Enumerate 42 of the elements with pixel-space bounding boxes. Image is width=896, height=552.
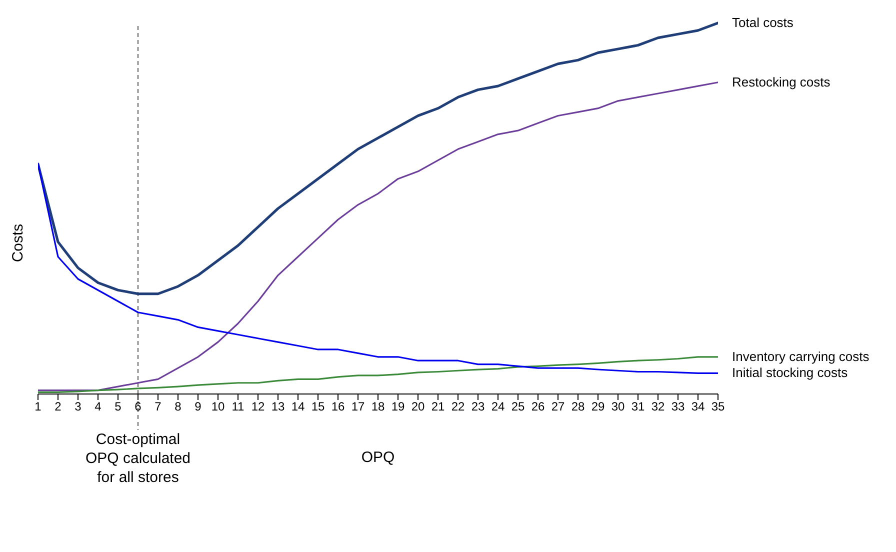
x-tick-label: 9 — [194, 400, 202, 414]
x-tick-label: 18 — [371, 400, 385, 414]
x-tick-label: 33 — [671, 400, 685, 414]
x-tick-label: 24 — [491, 400, 505, 414]
x-tick-label: 2 — [54, 400, 62, 414]
x-tick-label: 1 — [34, 400, 42, 414]
x-tick-label: 34 — [691, 400, 705, 414]
x-tick-label: 15 — [311, 400, 325, 414]
x-tick-label: 17 — [351, 400, 365, 414]
x-tick-label: 16 — [331, 400, 345, 414]
x-tick-label: 27 — [551, 400, 565, 414]
x-tick-label: 30 — [611, 400, 625, 414]
series-label: Initial stocking costs — [732, 365, 848, 380]
x-tick-label: 7 — [154, 400, 162, 414]
x-tick-label: 21 — [431, 400, 445, 414]
x-tick-label: 31 — [631, 400, 645, 414]
series-label: Restocking costs — [732, 74, 831, 90]
x-tick-label: 20 — [411, 400, 425, 414]
x-tick-label: 3 — [74, 400, 82, 414]
x-tick-label: 13 — [271, 400, 285, 414]
x-tick-label: 8 — [174, 400, 182, 414]
x-tick-label: 11 — [232, 400, 245, 414]
x-tick-label: 10 — [211, 400, 225, 414]
x-tick-label: 26 — [531, 400, 545, 414]
ref-line-label: Cost-optimal OPQ calculated for all stores — [85, 431, 191, 486]
x-tick-label: 14 — [291, 400, 305, 414]
x-tick-label: 6 — [134, 400, 142, 414]
x-tick-label: 19 — [391, 400, 405, 414]
x-tick-label: 28 — [571, 400, 585, 414]
x-tick-label: 4 — [94, 400, 102, 414]
x-tick-label: 12 — [251, 400, 265, 414]
x-tick-label: 25 — [511, 400, 525, 414]
y-axis-title: Costs — [10, 224, 26, 262]
series-label: Total costs — [732, 15, 794, 30]
x-tick-label: 23 — [471, 400, 485, 414]
x-tick-label: 29 — [591, 400, 605, 414]
x-tick-label: 32 — [651, 400, 665, 414]
x-tick-label: 5 — [114, 400, 122, 414]
x-tick-label: 35 — [711, 400, 725, 414]
x-axis-title: OPQ — [361, 449, 395, 466]
x-tick-label: 22 — [451, 400, 465, 414]
series-label: Inventory carrying costs — [732, 348, 870, 364]
